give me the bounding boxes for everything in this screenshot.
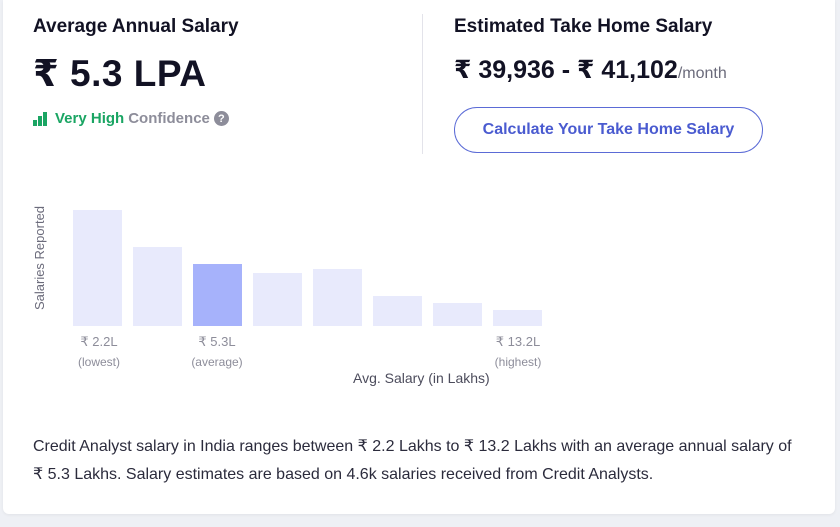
divider (422, 14, 423, 154)
takehome-heading: Estimated Take Home Salary (454, 16, 713, 37)
confidence-level: Very High (55, 110, 125, 127)
confidence-indicator: Very High Confidence ? (33, 110, 229, 127)
takehome-range: ₹ 39,936 - ₹ 41,102 (454, 56, 678, 84)
chart-bar-2 (133, 247, 182, 326)
salary-description: Credit Analyst salary in India ranges be… (33, 438, 792, 483)
chart-bar-3 (193, 264, 242, 326)
confidence-label: Confidence (128, 110, 210, 127)
tick-label-lowest: ₹ 2.2L (80, 334, 118, 349)
chart-bar-5 (313, 269, 362, 326)
takehome-unit: /month (677, 65, 727, 82)
chart-bar-8 (493, 310, 542, 326)
bar-chart-icon (33, 111, 49, 126)
salary-distribution-chart (73, 210, 542, 326)
takehome-value: ₹ 39,936 - ₹ 41,102/month (454, 55, 727, 85)
chart-x-axis-label: Avg. Salary (in Lakhs) (353, 370, 490, 386)
tick-note-highest: (highest) (494, 355, 542, 369)
tick-label-highest: ₹ 13.2L (495, 334, 541, 349)
chart-y-axis-label: Salaries Reported (32, 205, 47, 311)
help-icon[interactable]: ? (213, 111, 229, 126)
tick-note-average: (average) (191, 355, 243, 369)
tick-label-average: ₹ 5.3L (198, 334, 236, 349)
chart-bar-4 (253, 273, 302, 326)
chart-bar-6 (373, 296, 422, 326)
chart-bar-1 (73, 210, 122, 326)
tick-note-lowest: (lowest) (77, 355, 120, 369)
chart-bar-7 (433, 303, 482, 326)
average-salary-value: ₹ 5.3 LPA (33, 53, 207, 94)
average-salary-heading: Average Annual Salary (33, 16, 239, 37)
salary-card: Average Annual Salary ₹ 5.3 LPA Very Hig… (3, 0, 835, 514)
calculate-takehome-button[interactable]: Calculate Your Take Home Salary (454, 107, 763, 153)
